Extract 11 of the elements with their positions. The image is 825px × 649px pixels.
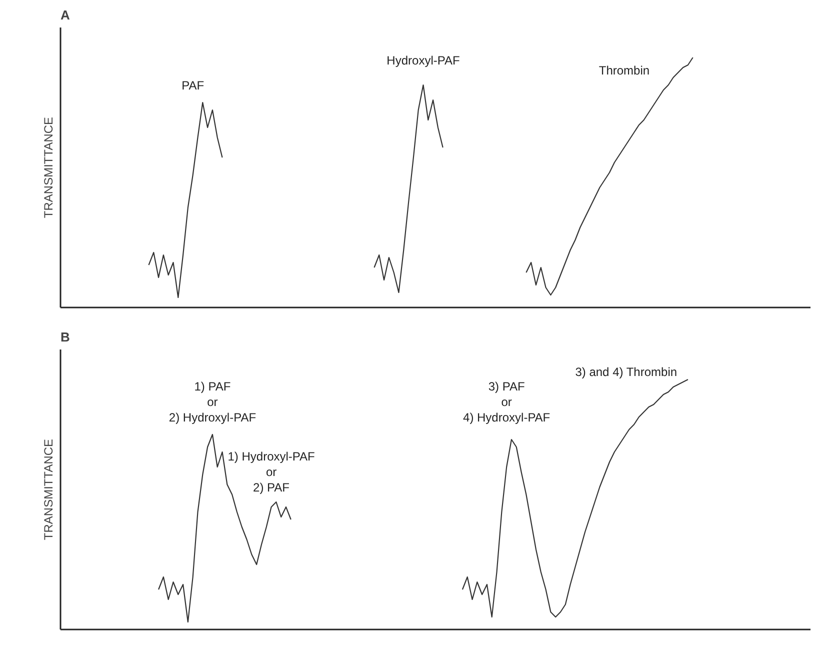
chart-title: A (60, 8, 70, 22)
chart-title: B (60, 330, 70, 344)
annotation: 3) PAF or 4) Hydroxyl-PAF (463, 380, 550, 424)
annotation: 1) PAF or 2) Hydroxyl-PAF (168, 380, 256, 424)
y-axis-title: TRANSMITTANCE (42, 116, 56, 218)
annotation: Thrombin (598, 64, 650, 78)
annotation: Hydroxyl-PAF (386, 54, 460, 68)
y-axis-title: TRANSMITTANCE (42, 438, 56, 540)
annotation: PAF (182, 78, 204, 92)
text: 3) and 4) Thrombin (575, 365, 678, 379)
annotation: 1) Hydroxyl-PAF or 2) PAF (228, 450, 315, 494)
